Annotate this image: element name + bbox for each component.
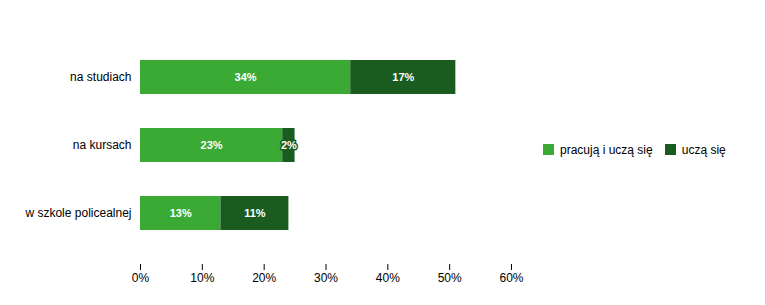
html-text:pracują i uczą się: pracują i uczą się: [560, 142, 653, 157]
svg-text:34%: 34%: [235, 71, 257, 83]
svg-text:30%: 30%: [314, 271, 338, 285]
svg-text:0%: 0%: [132, 271, 150, 285]
svg-text:2%: 2%: [281, 139, 297, 151]
svg-text:40%: 40%: [376, 271, 400, 285]
svg-text:w szkole policealnej: w szkole policealnej: [24, 206, 131, 220]
svg-text:23%: 23%: [201, 139, 223, 151]
svg-text:60%: 60%: [499, 271, 523, 285]
html-text:uczą się: uczą się: [681, 142, 726, 157]
svg-text:13%: 13%: [170, 207, 192, 219]
svg-text:na studiach: na studiach: [70, 70, 131, 84]
svg-text:17%: 17%: [392, 71, 414, 83]
svg-text:50%: 50%: [438, 271, 462, 285]
svg-text:20%: 20%: [252, 271, 276, 285]
svg-text:11%: 11%: [244, 207, 266, 219]
svg-text:na kursach: na kursach: [73, 138, 132, 152]
svg-text:10%: 10%: [190, 271, 214, 285]
